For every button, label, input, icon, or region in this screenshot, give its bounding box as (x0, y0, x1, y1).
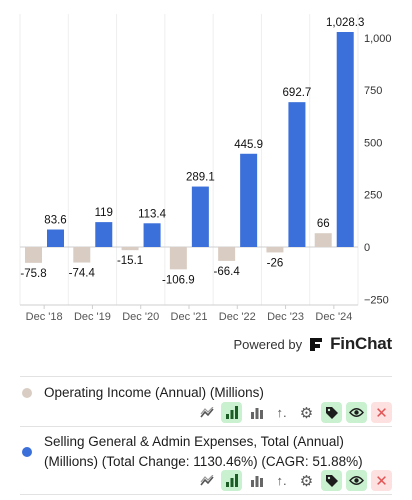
bar-chart-icon[interactable] (221, 470, 242, 491)
sort-icon[interactable]: ↑. (276, 405, 287, 420)
divider (20, 376, 392, 377)
bar (47, 229, 64, 247)
finchat-logo-icon (310, 338, 323, 351)
x-tick-label: Dec '20 (122, 311, 159, 323)
data-label: -106.9 (162, 274, 195, 286)
x-tick-label: Dec '23 (267, 311, 304, 323)
legend-item-operating-income[interactable]: Operating Income (Annual) (Millions) ↑. ⚙… (20, 383, 392, 423)
bar (73, 247, 91, 263)
bar (25, 247, 42, 263)
bar (266, 247, 284, 253)
legend-label: Operating Income (Annual) (Millions) (44, 385, 264, 400)
bar (143, 223, 161, 247)
bar (121, 247, 139, 251)
close-icon[interactable]: ✕ (371, 470, 392, 491)
data-label: -15.1 (117, 255, 143, 267)
bar (191, 186, 209, 247)
x-tick-label: Dec '22 (219, 311, 256, 323)
legend-item-sga-expenses[interactable]: Selling General & Admin Expenses, Total … (20, 432, 392, 492)
data-label: -75.8 (20, 268, 46, 280)
divider (20, 426, 392, 427)
x-tick-label: Dec '19 (74, 311, 111, 323)
data-label: 692.7 (283, 87, 312, 99)
stacked-bars-icon[interactable] (246, 470, 267, 491)
data-label: 113.4 (138, 208, 167, 220)
data-label: 83.6 (44, 215, 66, 227)
tag-icon[interactable] (321, 470, 342, 491)
bar-chart: 1,000 750 500 250 0 −250 Dec '18 Dec '19 Dec '20… (19, 14, 392, 323)
data-label: 1,028.3 (326, 17, 364, 29)
y-tick-label: −250 (364, 294, 389, 306)
y-tick-label: 750 (364, 85, 382, 97)
branding[interactable]: Powered by FinChat (233, 333, 392, 355)
close-icon[interactable]: ✕ (371, 402, 392, 423)
data-label: 445.9 (234, 139, 263, 151)
branding-name: FinChat (330, 334, 392, 353)
branding-prefix: Powered by (233, 336, 303, 352)
gear-icon[interactable]: ⚙ (299, 404, 314, 422)
eye-icon[interactable] (346, 470, 367, 491)
sort-icon[interactable]: ↑. (276, 473, 287, 488)
y-tick-label: 250 (364, 190, 382, 202)
legend-toolbar: ↑. ⚙ ✕ (196, 402, 392, 423)
x-tick-label: Dec '24 (315, 311, 352, 323)
data-label: -26 (267, 257, 284, 269)
trend-icon[interactable] (196, 470, 217, 491)
bar (288, 102, 306, 247)
gear-icon[interactable]: ⚙ (299, 472, 314, 490)
bar (95, 222, 113, 247)
x-tick-label: Dec '18 (26, 311, 63, 323)
tag-icon[interactable] (321, 402, 342, 423)
bar (240, 153, 258, 247)
trend-icon[interactable] (196, 402, 217, 423)
data-label: 119 (95, 207, 113, 219)
stacked-bars-icon[interactable] (246, 402, 267, 423)
bar (336, 32, 354, 247)
bar (169, 247, 187, 270)
bar-chart-icon[interactable] (221, 402, 242, 423)
bar (314, 233, 332, 247)
divider (20, 494, 392, 495)
data-label: 289.1 (186, 172, 215, 184)
legend-label: Selling General & Admin Expenses, Total … (44, 434, 363, 469)
x-tick-label: Dec '21 (171, 311, 208, 323)
legend-toolbar: ↑. ⚙ ✕ (196, 470, 392, 491)
eye-icon[interactable] (346, 402, 367, 423)
bar (218, 247, 236, 261)
y-tick-label: 0 (364, 242, 370, 254)
legend-dot (22, 447, 32, 457)
data-label: -66.4 (214, 266, 241, 278)
y-tick-label: 500 (364, 137, 382, 149)
y-tick-label: 1,000 (364, 33, 392, 45)
data-label: -74.4 (69, 268, 96, 280)
legend-dot (22, 388, 32, 398)
data-label: 66 (317, 218, 330, 230)
